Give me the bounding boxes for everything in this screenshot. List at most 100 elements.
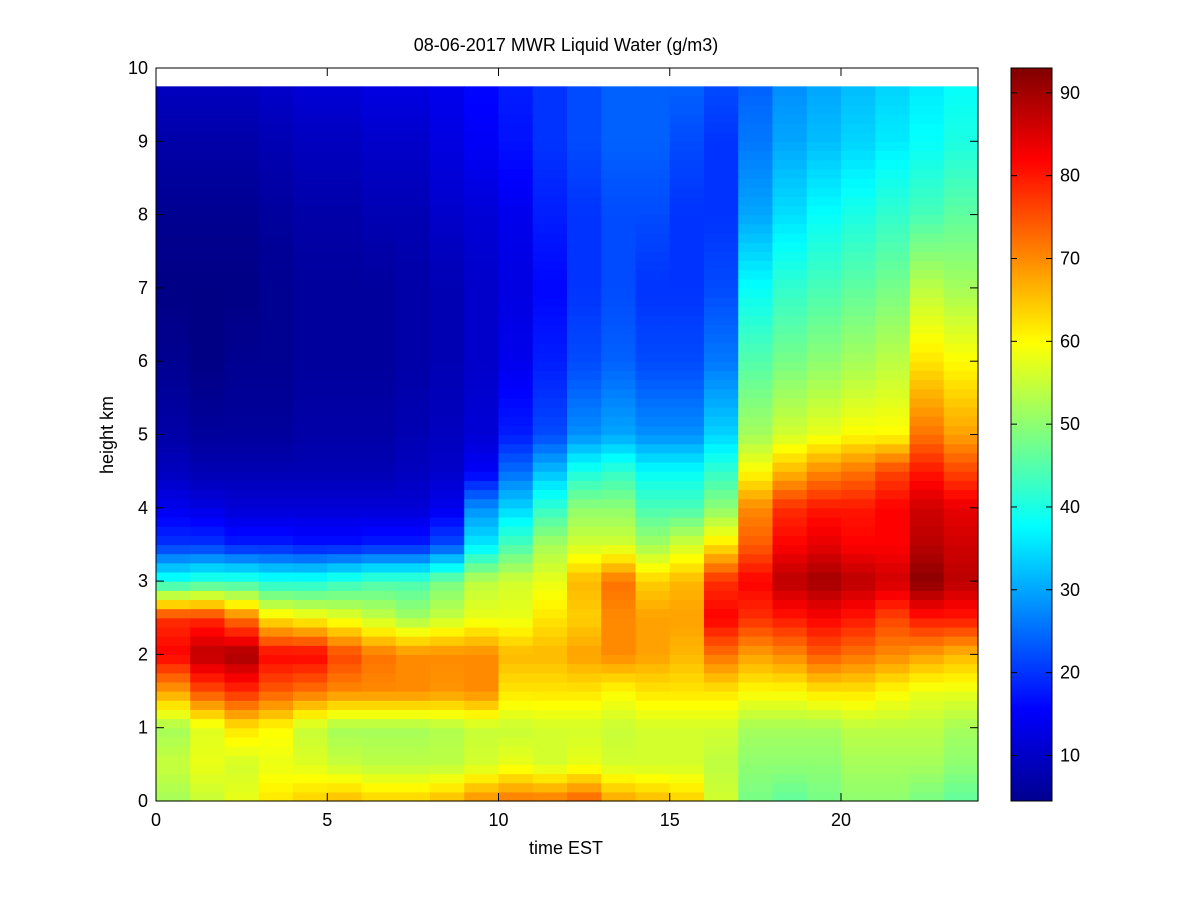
heatmap-cell	[224, 691, 260, 701]
heatmap-cell	[841, 736, 876, 747]
heatmap-cell	[875, 306, 911, 316]
heatmap-cell	[909, 709, 945, 720]
heatmap-cell	[156, 214, 191, 225]
heatmap-cell	[875, 626, 911, 637]
heatmap-cell	[806, 306, 842, 316]
heatmap-cell	[669, 562, 705, 573]
heatmap-cell	[258, 287, 294, 298]
heatmap-cell	[430, 636, 465, 646]
heatmap-cell	[704, 489, 739, 500]
heatmap-cell	[909, 187, 945, 197]
heatmap-cell	[464, 278, 500, 289]
heatmap-cell	[190, 187, 226, 197]
heatmap-cell	[258, 269, 294, 280]
heatmap-cell	[293, 214, 328, 225]
heatmap-cell	[258, 260, 294, 271]
heatmap-cell	[943, 251, 979, 262]
heatmap-cell	[156, 755, 191, 765]
heatmap-cell	[772, 782, 808, 793]
heatmap-cell	[258, 242, 294, 252]
heatmap-cell	[875, 223, 911, 234]
heatmap-cell	[567, 755, 602, 765]
heatmap-cell	[909, 150, 945, 161]
heatmap-cell	[498, 590, 534, 601]
heatmap-cell	[258, 709, 294, 720]
heatmap-cell	[532, 132, 568, 142]
heatmap-cell	[156, 581, 191, 591]
heatmap-cell	[875, 681, 911, 692]
heatmap-cell	[498, 242, 534, 252]
heatmap-cell	[361, 196, 397, 207]
heatmap-cell	[430, 425, 465, 436]
heatmap-cell	[190, 645, 226, 655]
heatmap-cell	[875, 461, 911, 472]
heatmap-cell	[635, 159, 671, 170]
heatmap-cell	[567, 590, 602, 601]
heatmap-cell	[806, 370, 842, 381]
heatmap-cell	[909, 773, 945, 784]
heatmap-cell	[841, 507, 876, 518]
heatmap-cell	[601, 388, 637, 399]
heatmap-cell	[669, 535, 705, 546]
heatmap-cell	[361, 315, 397, 326]
heatmap-cell	[841, 681, 876, 692]
heatmap-cell	[567, 315, 602, 326]
heatmap-cell	[293, 113, 328, 124]
heatmap-cell	[190, 672, 226, 683]
heatmap-cell	[738, 526, 774, 536]
heatmap-cell	[293, 269, 328, 280]
heatmap-cell	[361, 471, 397, 481]
heatmap-cell	[395, 544, 431, 555]
heatmap-cell	[704, 205, 739, 216]
heatmap-cell	[601, 553, 637, 564]
heatmap-cell	[498, 443, 534, 454]
heatmap-cell	[293, 86, 328, 97]
heatmap-cell	[395, 113, 431, 124]
heatmap-cell	[430, 297, 465, 307]
heatmap-cell	[293, 626, 328, 637]
heatmap-cell	[601, 544, 637, 555]
heatmap-cell	[704, 562, 739, 573]
heatmap-cell	[156, 425, 191, 436]
heatmap-cell	[190, 95, 226, 106]
heatmap-cell	[841, 324, 876, 335]
heatmap-cell	[464, 86, 500, 97]
heatmap-cell	[190, 755, 226, 765]
heatmap-cell	[875, 214, 911, 225]
heatmap-cell	[601, 773, 637, 784]
heatmap-cell	[464, 526, 500, 536]
heatmap-cell	[190, 773, 226, 784]
heatmap-cell	[224, 471, 260, 481]
heatmap-cell	[567, 205, 602, 216]
heatmap-cell	[430, 104, 465, 115]
heatmap-cell	[875, 516, 911, 527]
heatmap-cell	[601, 645, 637, 655]
heatmap-cell	[738, 434, 774, 445]
heatmap-cell	[943, 654, 979, 665]
heatmap-cell	[772, 187, 808, 197]
heatmap-cell	[738, 177, 774, 188]
heatmap-cell	[190, 196, 226, 207]
heatmap-cell	[943, 727, 979, 738]
heatmap-cell	[464, 764, 500, 775]
heatmap-cell	[327, 223, 363, 234]
heatmap-cell	[943, 700, 979, 710]
heatmap-cell	[464, 636, 500, 646]
heatmap-cell	[532, 434, 568, 445]
heatmap-cell	[841, 425, 876, 436]
heatmap-cell	[704, 370, 739, 381]
heatmap-cell	[909, 645, 945, 655]
heatmap-cell	[875, 544, 911, 555]
heatmap-cell	[395, 782, 431, 793]
heatmap-cell	[156, 223, 191, 234]
heatmap-cell	[532, 315, 568, 326]
heatmap-cell	[156, 141, 191, 152]
heatmap-cell	[806, 168, 842, 179]
heatmap-cell	[943, 746, 979, 756]
heatmap-cell	[567, 434, 602, 445]
heatmap-cell	[361, 461, 397, 472]
heatmap-cell	[498, 672, 534, 683]
heatmap-cell	[361, 590, 397, 601]
heatmap-cell	[841, 150, 876, 161]
heatmap-cell	[738, 104, 774, 115]
